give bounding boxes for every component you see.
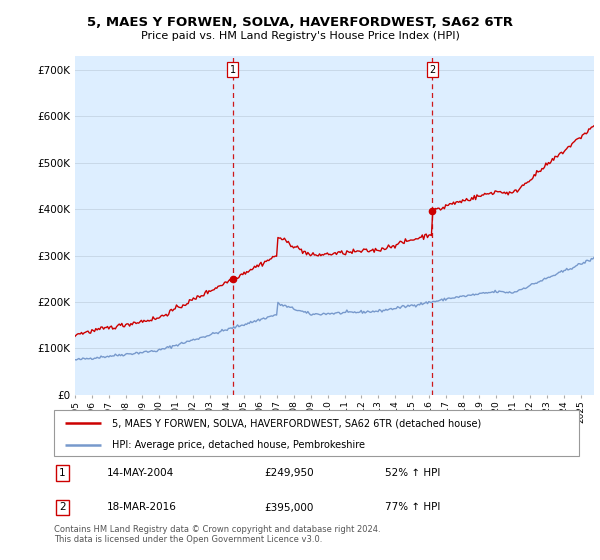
- Text: HPI: Average price, detached house, Pembrokeshire: HPI: Average price, detached house, Pemb…: [112, 440, 365, 450]
- Text: 1: 1: [230, 65, 236, 75]
- Text: 5, MAES Y FORWEN, SOLVA, HAVERFORDWEST, SA62 6TR (detached house): 5, MAES Y FORWEN, SOLVA, HAVERFORDWEST, …: [112, 418, 481, 428]
- Text: 52% ↑ HPI: 52% ↑ HPI: [385, 468, 440, 478]
- Text: 1: 1: [59, 468, 66, 478]
- Text: 14-MAY-2004: 14-MAY-2004: [107, 468, 174, 478]
- Text: 2: 2: [429, 65, 436, 75]
- Text: 77% ↑ HPI: 77% ↑ HPI: [385, 502, 440, 512]
- FancyBboxPatch shape: [54, 410, 579, 456]
- Text: 2: 2: [59, 502, 66, 512]
- Text: Contains HM Land Registry data © Crown copyright and database right 2024.
This d: Contains HM Land Registry data © Crown c…: [54, 525, 380, 544]
- Text: £249,950: £249,950: [264, 468, 314, 478]
- Text: Price paid vs. HM Land Registry's House Price Index (HPI): Price paid vs. HM Land Registry's House …: [140, 31, 460, 41]
- Text: £395,000: £395,000: [264, 502, 313, 512]
- Text: 18-MAR-2016: 18-MAR-2016: [107, 502, 176, 512]
- Text: 5, MAES Y FORWEN, SOLVA, HAVERFORDWEST, SA62 6TR: 5, MAES Y FORWEN, SOLVA, HAVERFORDWEST, …: [87, 16, 513, 29]
